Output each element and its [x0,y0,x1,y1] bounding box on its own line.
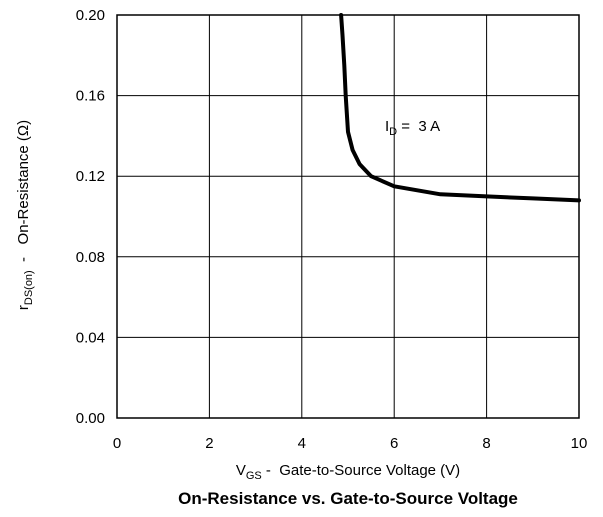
y-axis-label: rDS(on) - On-Resistance (Ω) [15,120,35,310]
y-tick-labels: 0.00 0.04 0.08 0.12 0.16 0.20 [76,7,105,427]
x-tick-label: 4 [298,435,306,452]
chart-title: On-Resistance vs. Gate-to-Source Voltage [178,489,518,508]
x-axis-label: VGS - Gate-to-Source Voltage (V) [236,462,460,482]
series-line [339,13,581,203]
y-tick-label: 0.20 [76,7,105,24]
x-tick-label: 8 [482,435,490,452]
x-tick-label: 2 [205,435,213,452]
x-tick-label: 6 [390,435,398,452]
y-tick-label: 0.16 [76,88,105,105]
y-tick-label: 0.00 [76,410,105,427]
x-tick-labels: 0 2 4 6 8 10 [113,435,588,452]
y-tick-label: 0.08 [76,249,105,266]
x-tick-label: 10 [571,435,588,452]
plot-frame [116,14,580,419]
current-annotation: ID = 3 A [385,118,440,138]
y-tick-label: 0.04 [76,329,105,346]
x-tick-label: 0 [113,435,121,452]
grid [116,14,580,419]
y-tick-label: 0.12 [76,168,105,185]
